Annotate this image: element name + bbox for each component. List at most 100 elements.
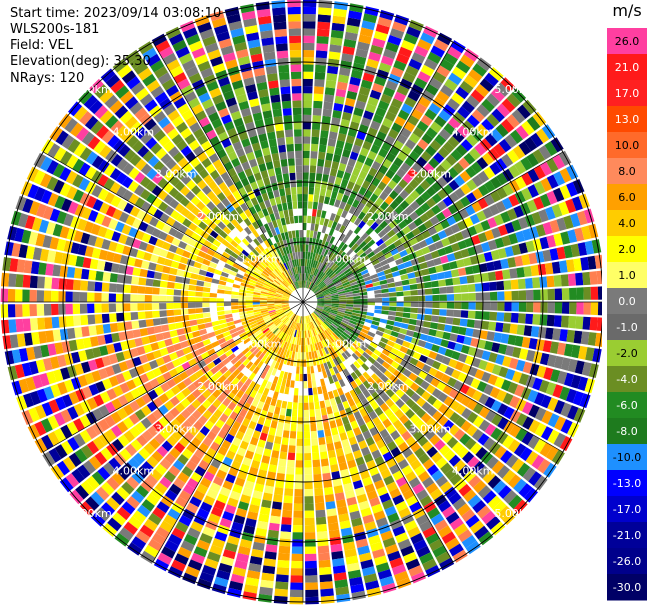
range-gate bbox=[196, 190, 206, 201]
range-gate bbox=[353, 107, 364, 117]
range-gate bbox=[329, 289, 338, 293]
range-gate bbox=[230, 209, 239, 219]
range-gate bbox=[384, 251, 393, 259]
range-gate bbox=[283, 209, 289, 218]
range-gate bbox=[325, 369, 332, 378]
range-gate bbox=[180, 302, 188, 309]
range-gate bbox=[329, 312, 337, 317]
range-gate bbox=[374, 369, 384, 378]
range-gate bbox=[231, 298, 239, 302]
range-gate bbox=[363, 453, 374, 463]
range-gate bbox=[251, 273, 260, 280]
range-gate bbox=[447, 341, 456, 350]
range-gate bbox=[309, 282, 314, 290]
range-gate bbox=[396, 291, 404, 297]
range-gate bbox=[504, 222, 515, 234]
range-gate bbox=[195, 313, 204, 319]
range-gate bbox=[111, 332, 120, 343]
range-gate bbox=[286, 466, 295, 475]
range-gate bbox=[391, 564, 407, 576]
range-gate bbox=[190, 325, 199, 332]
range-gate bbox=[448, 179, 460, 191]
range-gate bbox=[289, 313, 295, 320]
range-gate bbox=[451, 92, 465, 105]
range-gate bbox=[68, 254, 78, 266]
range-gate bbox=[203, 356, 213, 365]
range-gate bbox=[338, 295, 346, 298]
range-gate bbox=[497, 505, 512, 520]
range-gate bbox=[274, 353, 280, 362]
range-gate bbox=[334, 247, 341, 256]
range-gate bbox=[473, 320, 482, 329]
range-gate bbox=[171, 115, 184, 128]
range-gate bbox=[384, 205, 394, 215]
range-gate bbox=[404, 156, 416, 167]
range-gate bbox=[549, 341, 559, 354]
range-gate bbox=[142, 73, 157, 87]
range-gate bbox=[248, 420, 257, 430]
range-gate bbox=[320, 256, 326, 264]
range-gate bbox=[331, 302, 339, 304]
range-gate bbox=[332, 374, 339, 383]
range-gate bbox=[543, 367, 554, 381]
range-gate bbox=[328, 228, 335, 236]
range-gate bbox=[419, 333, 429, 342]
range-gate bbox=[349, 345, 357, 353]
range-gate bbox=[411, 52, 426, 64]
range-gate bbox=[265, 544, 278, 553]
range-gate bbox=[151, 185, 163, 197]
range-gate bbox=[224, 313, 233, 319]
range-gate bbox=[306, 315, 309, 324]
range-gate bbox=[466, 319, 475, 328]
range-gate bbox=[281, 302, 289, 305]
range-gate bbox=[70, 242, 80, 255]
range-gate bbox=[258, 321, 266, 328]
range-gate bbox=[143, 518, 158, 532]
range-gate bbox=[211, 118, 223, 129]
range-gate bbox=[220, 45, 234, 56]
range-gate bbox=[216, 302, 224, 307]
range-gate bbox=[482, 207, 494, 219]
range-gate bbox=[245, 121, 255, 131]
range-gate bbox=[426, 186, 437, 197]
range-gate bbox=[74, 363, 84, 376]
range-gate bbox=[233, 360, 242, 369]
range-gate bbox=[53, 147, 67, 162]
range-gate bbox=[30, 261, 40, 275]
range-gate bbox=[518, 373, 529, 386]
range-gate bbox=[303, 136, 311, 144]
range-gate bbox=[288, 165, 296, 174]
range-gate bbox=[309, 165, 317, 173]
range-gate bbox=[196, 483, 209, 495]
range-gate bbox=[219, 517, 232, 528]
range-gate bbox=[461, 302, 469, 310]
range-gate bbox=[58, 278, 67, 290]
range-gate bbox=[173, 303, 181, 309]
elevation-label: Elevation(deg): 35.30 bbox=[10, 54, 151, 69]
range-gate bbox=[101, 502, 116, 516]
range-gate bbox=[266, 276, 274, 283]
range-gate bbox=[248, 281, 256, 287]
range-gate bbox=[24, 215, 36, 230]
range-gate bbox=[273, 279, 281, 286]
range-gate bbox=[66, 154, 79, 169]
range-gate bbox=[140, 163, 153, 176]
range-gate bbox=[88, 325, 97, 336]
range-gate bbox=[319, 349, 324, 357]
ring-label: 1.00km bbox=[325, 337, 367, 350]
range-gate bbox=[428, 351, 438, 360]
range-gate bbox=[265, 65, 278, 75]
range-gate bbox=[349, 151, 359, 161]
range-gate bbox=[154, 385, 165, 397]
range-gate bbox=[104, 365, 115, 377]
range-gate bbox=[510, 312, 519, 323]
range-gate bbox=[596, 317, 602, 332]
range-gate bbox=[132, 356, 142, 367]
range-gate bbox=[333, 1, 348, 11]
range-gate bbox=[294, 281, 298, 289]
range-gate bbox=[327, 58, 340, 67]
range-gate bbox=[406, 330, 415, 337]
range-gate bbox=[216, 298, 224, 302]
range-gate bbox=[314, 223, 319, 232]
range-gate bbox=[257, 385, 265, 395]
